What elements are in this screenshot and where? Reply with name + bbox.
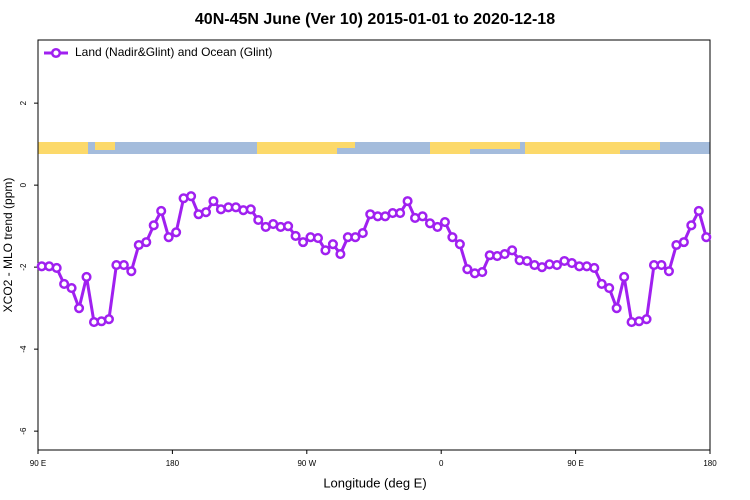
data-point xyxy=(290,230,301,242)
data-point xyxy=(499,248,510,260)
land-strip xyxy=(337,142,355,148)
land-strip xyxy=(95,142,115,150)
y-tick-label: -6 xyxy=(19,427,28,435)
data-point xyxy=(462,264,473,275)
data-point xyxy=(596,278,607,290)
data-point xyxy=(51,262,62,274)
data-point xyxy=(81,271,92,283)
y-tick-label: -2 xyxy=(19,263,28,271)
x-tick-label: 90 E xyxy=(30,459,46,468)
data-point xyxy=(59,278,70,290)
data-point xyxy=(611,303,622,314)
chart-title: 40N-45N June (Ver 10) 2015-01-01 to 2020… xyxy=(195,11,555,28)
y-tick-label: -4 xyxy=(19,345,28,353)
data-point xyxy=(589,262,600,274)
data-point xyxy=(693,205,704,217)
data-point xyxy=(402,196,413,207)
data-point xyxy=(335,248,346,260)
land-strip xyxy=(620,142,660,150)
data-point xyxy=(163,232,174,243)
data-point xyxy=(208,196,219,207)
data-point xyxy=(245,204,256,215)
land-strip xyxy=(430,142,470,154)
data-point xyxy=(312,232,324,244)
data-point xyxy=(253,214,264,226)
data-point xyxy=(604,283,615,294)
data-point xyxy=(701,232,712,243)
data-point xyxy=(395,207,406,219)
x-tick-label: 90 E xyxy=(567,459,583,468)
data-point xyxy=(619,271,630,283)
land-strip xyxy=(470,142,520,149)
land-strip xyxy=(525,142,620,154)
data-point xyxy=(417,211,428,222)
data-point xyxy=(186,191,197,202)
data-point xyxy=(551,260,562,271)
legend-swatch-marker xyxy=(50,47,62,59)
data-point xyxy=(507,245,518,256)
data-point xyxy=(454,239,465,250)
data-point xyxy=(327,239,338,250)
data-point xyxy=(357,228,368,239)
data-point xyxy=(678,237,689,248)
legend-label: Land (Nadir&Glint) and Ocean (Glint) xyxy=(75,45,272,59)
data-point xyxy=(118,260,129,271)
data-point xyxy=(447,232,458,243)
data-point xyxy=(656,260,667,271)
data-point xyxy=(298,237,309,248)
data-point xyxy=(432,221,443,233)
data-point xyxy=(641,314,652,325)
land-strip xyxy=(38,142,88,154)
y-tick-label: 2 xyxy=(19,100,28,105)
data-point xyxy=(156,205,167,217)
data-point xyxy=(74,303,85,314)
data-point xyxy=(283,221,294,232)
data-point xyxy=(148,220,159,231)
y-axis-label: XCO2 - MLO trend (ppm) xyxy=(1,178,15,313)
x-tick-label: 180 xyxy=(703,459,717,468)
x-axis-label: Longitude (deg E) xyxy=(323,475,426,490)
land-strip xyxy=(257,142,337,154)
data-point xyxy=(522,255,533,267)
legend: Land (Nadir&Glint) and Ocean (Glint) xyxy=(44,45,272,59)
x-tick-label: 180 xyxy=(166,459,180,468)
data-point xyxy=(686,220,697,231)
plot-frame xyxy=(37,39,711,451)
data-point xyxy=(66,283,77,294)
data-point xyxy=(439,216,450,228)
data-point xyxy=(350,232,361,243)
data-point xyxy=(663,266,674,277)
data-point xyxy=(424,218,436,229)
data-point xyxy=(320,245,331,256)
data-point xyxy=(103,314,114,325)
data-point xyxy=(141,237,152,248)
data-point xyxy=(126,266,137,277)
x-tick-label: 0 xyxy=(439,459,444,468)
data-point xyxy=(171,227,182,238)
data-point xyxy=(477,267,488,278)
y-tick-label: 0 xyxy=(19,182,28,187)
land-ocean-strip xyxy=(38,142,710,154)
x-tick-label: 90 W xyxy=(297,459,316,468)
data-point xyxy=(200,207,212,218)
